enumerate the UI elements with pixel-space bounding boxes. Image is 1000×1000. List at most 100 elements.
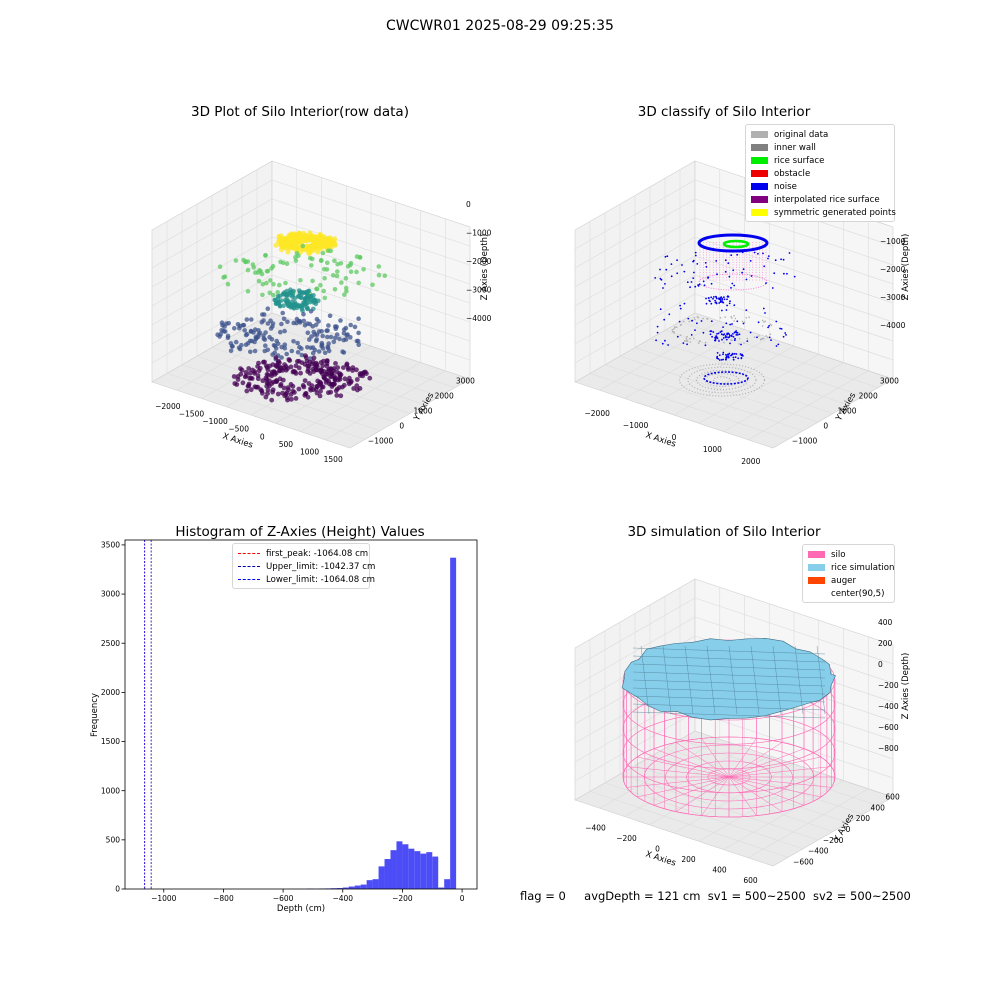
classify-legend: original data inner wall rice surface ob…: [745, 124, 896, 222]
legend-label: auger: [831, 575, 856, 586]
x-tick-label: −500: [228, 425, 249, 434]
surface-mesh-line: [772, 645, 782, 715]
legend-label: Lower_limit: -1064.08 cm: [266, 574, 376, 585]
surface-mesh-line: [632, 695, 826, 703]
data-point: [284, 351, 290, 357]
noise-point: [733, 352, 736, 355]
data-point: [315, 249, 321, 255]
data-point: [262, 359, 267, 365]
legend-label: silo: [831, 549, 846, 560]
data-point: [320, 333, 326, 339]
histogram-bar: [420, 853, 427, 889]
noise-point: [689, 286, 691, 289]
grid-line: [664, 329, 864, 397]
data-point: [265, 387, 271, 393]
noise-point: [705, 297, 707, 300]
data-point: [283, 364, 289, 369]
data-point: [333, 335, 338, 341]
surface-mesh-line: [684, 645, 694, 715]
data-point: [226, 320, 231, 326]
histogram-bar: [348, 886, 355, 889]
data-point: [303, 353, 308, 358]
grid-line: [634, 347, 834, 414]
noise-point: [762, 307, 765, 310]
original-data-point: [682, 320, 685, 323]
original-data-point: [673, 331, 675, 333]
noise-point: [793, 275, 796, 278]
noise-point: [700, 320, 703, 322]
data-point: [273, 355, 279, 360]
noise-point: [693, 271, 695, 274]
data-point: [328, 389, 334, 395]
data-point: [308, 309, 314, 314]
y-tick-label: 600: [885, 792, 900, 801]
legend-label: Upper_limit: -1042.37 cm: [266, 561, 376, 572]
noise-point: [738, 333, 741, 336]
grid-line: [634, 765, 834, 832]
noise-ring: [697, 233, 769, 253]
noise-point: [664, 255, 667, 258]
z-tick-label: −1000: [466, 229, 492, 238]
data-point: [279, 321, 284, 327]
data-point: [350, 365, 356, 371]
data-point: [354, 338, 360, 344]
x-tick-label: −200: [392, 894, 413, 903]
data-point: [303, 238, 309, 244]
grid-line: [151, 217, 273, 288]
noise-point: [659, 308, 662, 311]
data-point: [217, 264, 223, 270]
noise-point: [730, 334, 733, 337]
noise-point: [740, 343, 742, 346]
data-point: [307, 255, 313, 261]
data-point: [252, 348, 258, 354]
y-tick-label: 1000: [101, 786, 120, 795]
data-point: [243, 373, 249, 379]
surface-mesh-line: [632, 679, 826, 687]
grid-line: [574, 217, 696, 288]
data-point: [303, 391, 309, 396]
status-sv2: sv2 = 500~2500: [812, 889, 911, 903]
data-point: [271, 292, 276, 298]
surface-mesh-line: [706, 645, 716, 715]
x-tick-label: 400: [712, 865, 727, 874]
original-data-point: [746, 337, 749, 340]
y-tick-label: −200: [823, 836, 844, 845]
data-point: [341, 327, 347, 332]
z-axis-label: Z Axies (Depth): [901, 653, 911, 720]
noise-point: [757, 252, 759, 255]
grid-line: [211, 347, 411, 414]
data-point: [311, 355, 317, 361]
data-point: [320, 346, 326, 351]
data-point: [248, 387, 254, 393]
noise-point: [735, 334, 738, 336]
data-point: [331, 339, 337, 345]
noise-point: [733, 284, 736, 287]
data-point: [319, 340, 325, 346]
noise-point: [679, 307, 682, 310]
noise-point: [709, 330, 712, 333]
data-point: [334, 393, 340, 398]
y-tick-label: 0: [846, 825, 851, 834]
noise-point: [757, 321, 760, 324]
noise-point: [749, 260, 752, 262]
noise-point: [718, 359, 721, 361]
data-point: [318, 282, 323, 288]
noise-point: [716, 352, 719, 354]
data-point: [338, 261, 344, 266]
data-point: [310, 324, 316, 329]
noise-point: [733, 339, 736, 342]
data-point: [328, 238, 334, 244]
noise-point: [763, 265, 766, 268]
data-point: [243, 370, 249, 375]
data-point: [273, 298, 278, 303]
noise-point: [707, 276, 710, 279]
noise-point: [721, 309, 723, 312]
data-point: [341, 330, 347, 336]
noise-point: [784, 332, 787, 334]
data-point: [252, 369, 258, 375]
noise-point: [725, 322, 728, 325]
data-point: [280, 310, 286, 316]
data-point: [301, 384, 307, 390]
data-point: [304, 358, 310, 364]
original-data-point: [761, 319, 764, 322]
